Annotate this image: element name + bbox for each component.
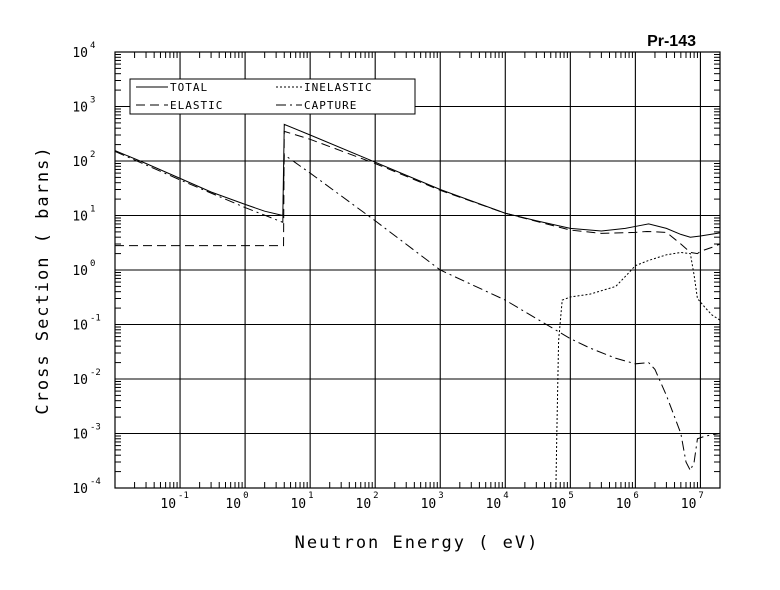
y-tick-exponent: 1 (90, 205, 95, 215)
y-tick-base: 10 (72, 46, 88, 61)
x-tick-exponent: 2 (373, 491, 378, 501)
y-axis-title: Cross Section ( barns) (33, 145, 53, 414)
x-tick-label: 105 (551, 491, 574, 512)
x-tick-exponent: 6 (633, 491, 638, 501)
y-tick-base: 10 (72, 373, 88, 388)
y-tick-base: 10 (72, 482, 88, 497)
x-tick-exponent: 5 (568, 491, 573, 501)
x-tick-base: 10 (356, 497, 372, 512)
series-line-inelastic (555, 251, 721, 489)
legend-label-elastic: ELASTIC (170, 99, 223, 112)
y-tick-exponent: -1 (90, 314, 101, 324)
y-tick-label: 10 4 (72, 41, 95, 61)
legend-label-capture: CAPTURE (304, 99, 357, 112)
y-tick-label: 10 3 (72, 96, 95, 116)
x-tick-base: 10 (290, 497, 306, 512)
y-tick-label: 10 -3 (72, 423, 101, 443)
y-tick-exponent: 0 (90, 259, 95, 269)
x-tick-label: 10-1 (160, 491, 189, 512)
x-tick-base: 10 (616, 497, 632, 512)
y-tick-base: 10 (72, 264, 88, 279)
x-tick-label: 106 (616, 491, 639, 512)
legend-box (129, 78, 416, 115)
y-tick-exponent: -2 (90, 368, 101, 378)
y-tick-label: 10 0 (72, 259, 95, 279)
series-layer (114, 123, 721, 489)
x-tick-label: 104 (486, 491, 509, 512)
y-tick-exponent: 2 (90, 150, 95, 160)
x-tick-exponent: -1 (178, 491, 189, 501)
series-line-elastic (115, 130, 721, 255)
y-tick-base: 10 (72, 428, 88, 443)
legend-label-inelastic: INELASTIC (304, 81, 373, 94)
x-tick-base: 10 (225, 497, 241, 512)
y-tick-label: 10 -1 (72, 314, 101, 334)
x-tick-exponent: 3 (438, 491, 443, 501)
x-tick-base: 10 (551, 497, 567, 512)
x-tick-label: 103 (421, 491, 444, 512)
y-tick-label: 10 -4 (72, 477, 101, 497)
series-line-capture (114, 150, 721, 472)
x-tick-exponent: 0 (243, 491, 248, 501)
y-tick-exponent: 4 (90, 41, 95, 51)
x-tick-label: 100 (225, 491, 248, 512)
minor-ticks (115, 52, 721, 488)
y-tick-exponent: -4 (90, 477, 101, 487)
y-tick-exponent: 3 (90, 96, 95, 106)
x-tick-base: 10 (486, 497, 502, 512)
y-tick-label: 10 1 (72, 205, 95, 225)
x-tick-base: 10 (160, 497, 176, 512)
y-tick-exponent: -3 (90, 423, 101, 433)
y-tick-base: 10 (72, 101, 88, 116)
x-tick-exponent: 7 (698, 491, 703, 501)
x-tick-label: 101 (290, 491, 313, 512)
y-tick-base: 10 (72, 319, 88, 334)
x-tick-base: 10 (681, 497, 697, 512)
x-tick-base: 10 (421, 497, 437, 512)
y-tick-label: 10 -2 (72, 368, 101, 388)
plot-frame (114, 51, 721, 489)
legend-label-total: TOTAL (170, 81, 208, 94)
legend: TOTAL ELASTIC INELASTIC CAPTURE (129, 78, 416, 115)
x-tick-exponent: 1 (308, 491, 313, 501)
x-axis-title: Neutron Energy ( eV) (295, 533, 540, 553)
y-tick-base: 10 (72, 210, 88, 225)
y-tick-base: 10 (72, 155, 88, 170)
x-tick-label: 107 (681, 491, 704, 512)
chart-title: Pr-143 (647, 33, 696, 50)
x-tick-exponent: 4 (503, 491, 508, 501)
x-tick-label: 102 (356, 491, 379, 512)
y-tick-label: 10 2 (72, 150, 95, 170)
